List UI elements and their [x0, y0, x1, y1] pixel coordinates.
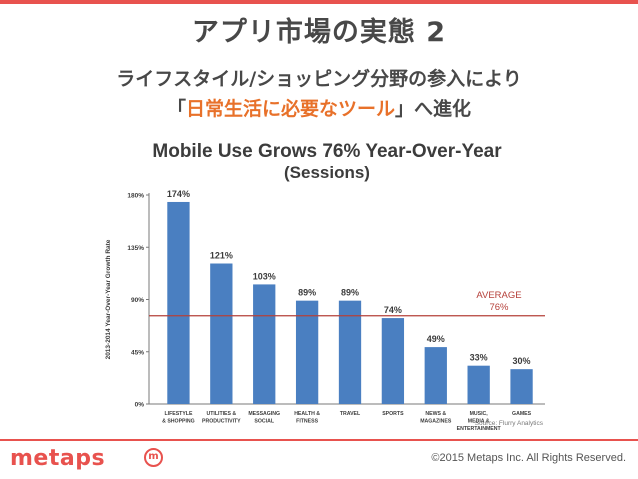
y-tick-label: 0%: [135, 402, 145, 409]
copyright-text: ©2015 Metaps Inc. All Rights Reserved.: [431, 452, 626, 464]
x-category-label: & SHOPPING: [162, 419, 195, 425]
metaps-logo-mark-icon: m: [144, 448, 163, 467]
bar: [338, 300, 362, 404]
chart-title: Mobile Use Grows 76% Year-Over-Year: [152, 141, 502, 162]
y-tick-label: 180%: [127, 193, 144, 200]
y-axis-label: 2013-2014 Year-Over-Year Growth Rate: [105, 239, 112, 359]
x-category-label: NEWS &: [425, 411, 446, 417]
slide-title: アプリ市場の実態 2: [191, 17, 447, 48]
subtitle-highlight: 日常生活に必要なツール: [185, 98, 395, 120]
bar: [295, 300, 319, 404]
bar-value-label: 89%: [298, 288, 316, 298]
bar-value-label: 174%: [167, 189, 190, 199]
chart-subtitle: (Sessions): [284, 163, 370, 182]
x-category-label: SOCIAL: [254, 419, 274, 425]
bar: [510, 369, 533, 404]
x-category-label: LIFESTYLE: [164, 411, 192, 417]
subtitle-close: 」へ進化: [395, 98, 472, 120]
bar-value-label: 103%: [253, 271, 276, 281]
x-category-label: SPORTS: [382, 411, 404, 417]
slide-subtitle-line2: 「日常生活に必要なツール」へ進化: [0, 94, 638, 121]
x-category-label: PRODUCTIVITY: [202, 419, 241, 425]
bar: [210, 263, 233, 404]
bar-value-label: 33%: [470, 353, 488, 363]
average-label: AVERAGE: [476, 290, 521, 301]
top-accent-bar: [0, 0, 638, 4]
x-category-label: ENTERTAINMENT: [457, 426, 502, 432]
bar: [253, 284, 276, 404]
bar-value-label: 74%: [384, 305, 402, 315]
x-category-label: UTILITIES &: [206, 411, 236, 417]
x-category-label: MESSAGING: [248, 411, 280, 417]
subtitle-open-bracket: 「: [166, 98, 186, 120]
x-category-label: MAGAZINES: [420, 419, 452, 425]
bar-chart: Mobile Use Grows 76% Year-Over-Year(Sess…: [105, 141, 545, 432]
bar: [467, 365, 490, 404]
x-category-label: HEALTH &: [294, 411, 320, 417]
bar: [167, 201, 190, 404]
x-category-label: MUSIC,: [470, 411, 489, 417]
slide-subtitle-line1: ライフスタイル/ショッピング分野の参入により: [116, 68, 522, 90]
bar-value-label: 89%: [341, 288, 359, 298]
bar: [381, 318, 405, 404]
x-category-label: MEDIA &: [468, 419, 490, 425]
bar-value-label: 121%: [210, 251, 233, 261]
metaps-logo: metaps: [10, 446, 106, 471]
y-tick-label: 45%: [131, 349, 144, 356]
chart-image: Mobile Use Grows 76% Year-Over-Year (Sess…: [97, 128, 545, 434]
footer-divider: [0, 439, 638, 441]
bar-value-label: 30%: [513, 356, 531, 366]
x-category-label: FITNESS: [296, 419, 318, 425]
bar: [424, 347, 447, 404]
chart-source: Source: Flurry Analytics: [475, 420, 544, 427]
y-tick-label: 90%: [131, 297, 144, 304]
y-tick-label: 135%: [127, 245, 144, 252]
x-category-label: TRAVEL: [340, 411, 361, 417]
average-value-label: 76%: [489, 302, 509, 313]
x-category-label: GAMES: [512, 411, 532, 417]
bar-value-label: 49%: [427, 334, 445, 344]
